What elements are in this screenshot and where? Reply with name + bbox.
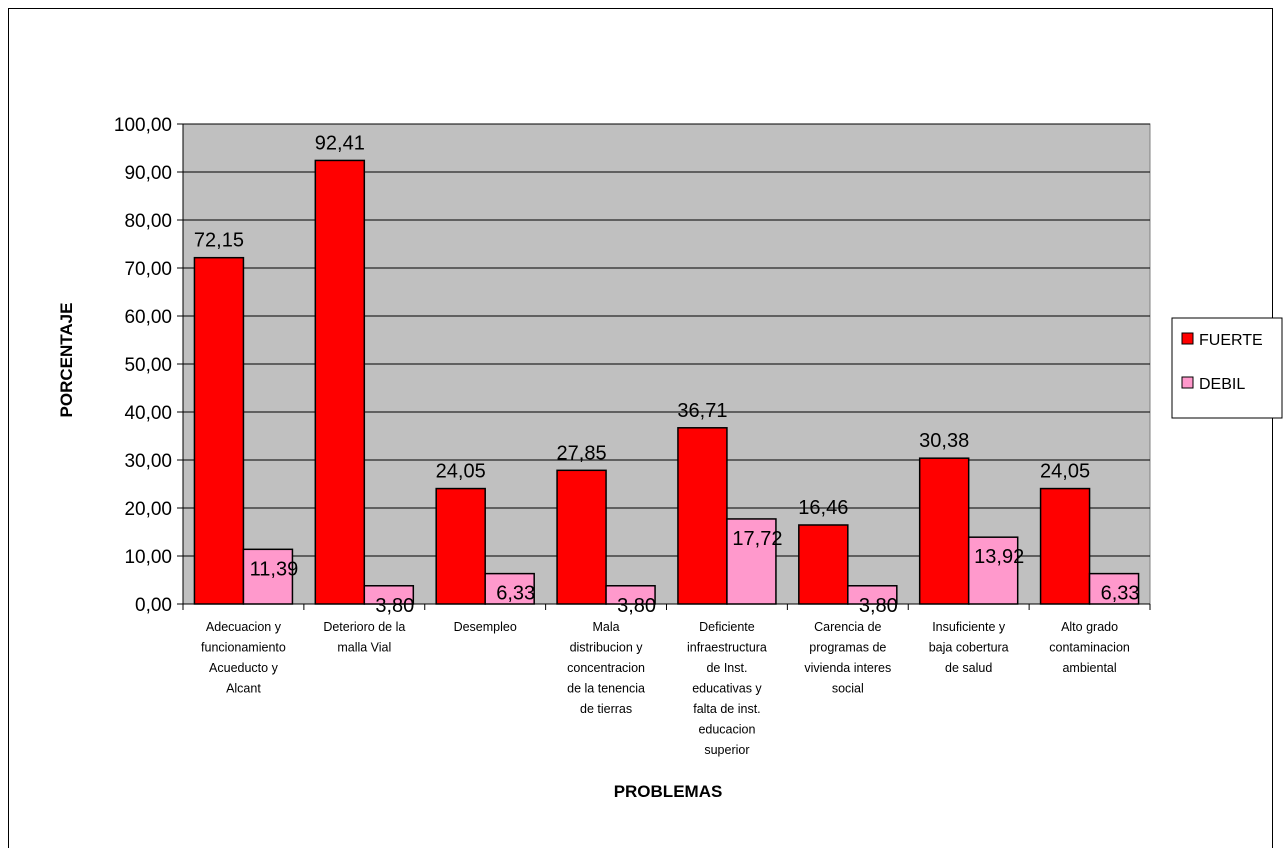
category-label: Deficiente — [699, 620, 755, 634]
category-label: de Inst. — [706, 661, 747, 675]
y-tick-label: 20,00 — [124, 499, 172, 520]
data-label-fuerte: 27,85 — [557, 442, 607, 464]
category-label: malla Vial — [337, 641, 391, 655]
y-tick-label: 60,00 — [124, 307, 172, 328]
y-tick-label: 30,00 — [124, 451, 172, 472]
category-label: vivienda interes — [804, 661, 891, 675]
data-label-debil: 3,80 — [859, 595, 898, 617]
data-label-fuerte: 24,05 — [436, 461, 486, 483]
bar-debil — [1088, 572, 1140, 605]
category-label: de la tenencia — [567, 682, 645, 696]
y-tick-label: 80,00 — [124, 211, 172, 232]
category-label: falta de inst. — [693, 702, 760, 716]
y-axis-title: PORCENTAJE — [57, 303, 76, 418]
y-tick-label: 0,00 — [135, 595, 172, 616]
x-axis-title: PROBLEMAS — [614, 782, 723, 801]
y-tick-label: 70,00 — [124, 259, 172, 280]
bar-fuerte — [314, 159, 366, 605]
category-label: Mala — [593, 620, 620, 634]
category-label: infraestructura — [687, 641, 767, 655]
category-label: de tierras — [580, 702, 632, 716]
data-label-debil: 6,33 — [496, 583, 535, 605]
category-label: Alto grado — [1061, 620, 1118, 634]
y-tick-label: 100,00 — [114, 115, 172, 136]
chart-frame — [8, 8, 1273, 848]
category-label: distribucion y — [570, 641, 644, 655]
data-label-fuerte: 36,71 — [677, 400, 727, 422]
category-label: concentracion — [567, 661, 645, 675]
data-label-fuerte: 30,38 — [919, 430, 969, 452]
bar-fuerte — [798, 524, 849, 605]
category-label: de salud — [945, 661, 992, 675]
data-label-debil: 11,39 — [250, 558, 299, 580]
bar-debil — [484, 572, 535, 605]
legend-label-fuerte: FUERTE — [1199, 332, 1263, 349]
data-label-fuerte: 72,15 — [194, 230, 244, 252]
data-label-fuerte: 92,41 — [315, 132, 365, 154]
data-label-debil: 3,80 — [375, 595, 414, 617]
category-label: educativas y — [692, 682, 762, 696]
bar-debil — [605, 585, 656, 605]
bar-fuerte — [1039, 487, 1091, 605]
category-label: Deterioro de la — [323, 620, 405, 634]
data-label-fuerte: 24,05 — [1040, 461, 1090, 483]
bar-debil — [242, 548, 294, 605]
data-label-debil: 3,80 — [617, 595, 656, 617]
category-label: superior — [704, 743, 749, 757]
data-label-fuerte: 16,46 — [798, 497, 848, 519]
category-label: Desempleo — [454, 620, 517, 634]
category-label: Carencia de — [814, 620, 881, 634]
category-label: social — [832, 682, 864, 696]
y-tick-label: 50,00 — [124, 355, 172, 376]
category-label: ambiental — [1062, 661, 1116, 675]
category-label: contaminacion — [1049, 641, 1130, 655]
bar-debil — [967, 536, 1019, 605]
bar-fuerte — [435, 487, 486, 605]
category-label: educacion — [698, 723, 755, 737]
category-label: programas de — [809, 641, 886, 655]
category-label: baja cobertura — [929, 641, 1009, 655]
bar-fuerte — [918, 457, 970, 605]
bar-debil — [363, 585, 415, 605]
bar-fuerte — [556, 469, 607, 605]
y-tick-label: 40,00 — [124, 403, 172, 424]
data-label-debil: 17,72 — [732, 528, 782, 550]
category-label: Alcant — [226, 682, 261, 696]
legend-swatch-debil — [1181, 376, 1194, 389]
category-label: funcionamiento — [201, 641, 286, 655]
bar-debil — [847, 585, 898, 605]
category-label: Acueducto y — [209, 661, 279, 675]
y-tick-label: 10,00 — [124, 547, 172, 568]
category-label: Insuficiente y — [932, 620, 1006, 634]
category-label: Adecuacion y — [206, 620, 282, 634]
data-label-debil: 13,92 — [974, 546, 1024, 568]
y-tick-label: 90,00 — [124, 163, 172, 184]
legend-swatch-fuerte — [1181, 332, 1194, 345]
bar-debil — [726, 518, 777, 605]
data-label-debil: 6,33 — [1101, 583, 1140, 605]
bar-fuerte — [193, 256, 245, 605]
legend-label-debil: DEBIL — [1199, 376, 1245, 393]
bar-fuerte — [677, 427, 728, 605]
